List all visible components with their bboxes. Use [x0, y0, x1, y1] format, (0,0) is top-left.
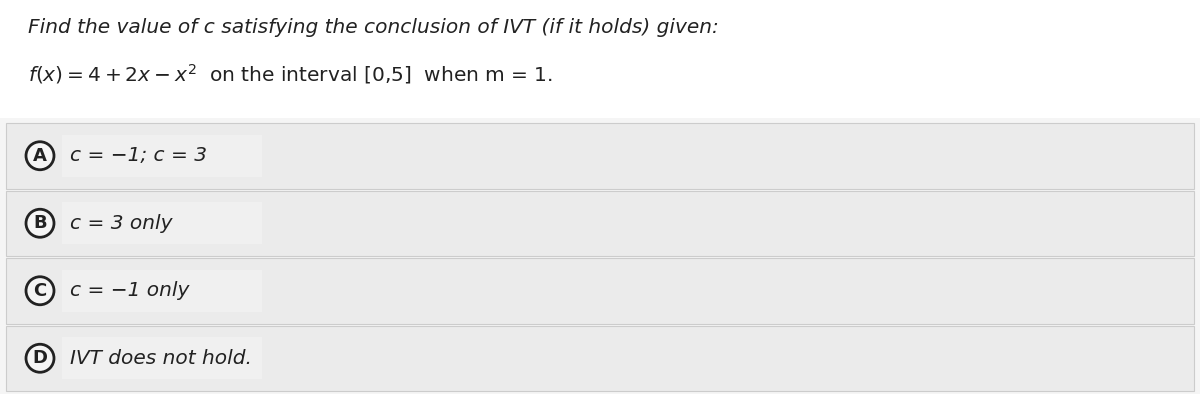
Text: $f(x)=4+2x-x^2$  on the interval [0,5]  when m = 1.: $f(x)=4+2x-x^2$ on the interval [0,5] wh… — [28, 62, 553, 86]
Text: c = 3 only: c = 3 only — [70, 214, 173, 233]
Text: C: C — [34, 282, 47, 300]
FancyBboxPatch shape — [6, 123, 1194, 188]
Text: c = −1 only: c = −1 only — [70, 281, 190, 300]
Text: c = −1; c = 3: c = −1; c = 3 — [70, 146, 208, 165]
Text: D: D — [32, 349, 48, 367]
FancyBboxPatch shape — [6, 258, 1194, 323]
Text: A: A — [34, 147, 47, 165]
Circle shape — [26, 277, 54, 305]
FancyBboxPatch shape — [62, 135, 262, 177]
Circle shape — [26, 142, 54, 170]
FancyBboxPatch shape — [6, 191, 1194, 256]
Circle shape — [26, 209, 54, 237]
Circle shape — [26, 344, 54, 372]
FancyBboxPatch shape — [62, 337, 262, 379]
Text: B: B — [34, 214, 47, 232]
FancyBboxPatch shape — [6, 325, 1194, 391]
FancyBboxPatch shape — [0, 0, 1200, 118]
FancyBboxPatch shape — [62, 203, 262, 244]
Text: IVT does not hold.: IVT does not hold. — [70, 349, 252, 368]
Text: Find the value of c satisfying the conclusion of IVT (if it holds) given:: Find the value of c satisfying the concl… — [28, 18, 719, 37]
FancyBboxPatch shape — [62, 270, 262, 312]
